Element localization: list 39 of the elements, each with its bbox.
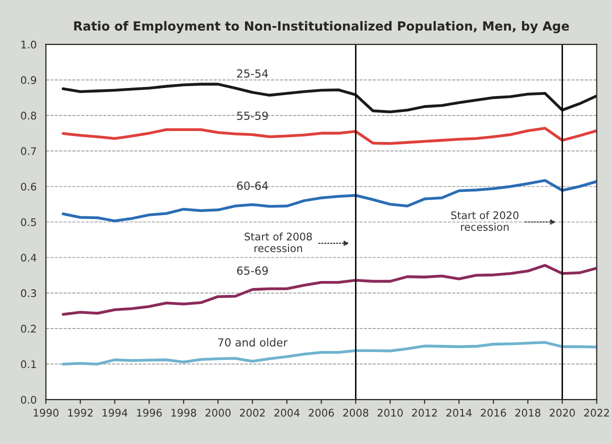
y-tick-label: 0.1: [20, 360, 36, 368]
series-label: 25-54: [237, 69, 268, 78]
y-tick-label: 0.2: [20, 324, 36, 333]
y-tick-label: 0.8: [20, 112, 36, 120]
y-tick-label: 1.0: [21, 40, 36, 49]
line-series: [62, 179, 597, 222]
x-tick-label: 2010: [378, 408, 403, 417]
x-tick-label: 2020: [550, 408, 575, 417]
x-tick-label: 1992: [68, 408, 93, 417]
y-tick-label: 0.4: [20, 254, 36, 262]
x-tick-label: 2016: [480, 408, 506, 417]
y-tick-label: 0.9: [20, 76, 36, 84]
series-label: 65-69: [237, 266, 268, 275]
y-tick-label: 0.3: [20, 289, 36, 298]
y-tick-label: 0.5: [20, 218, 36, 226]
series-label: 60-64: [237, 182, 268, 190]
x-tick-label: 2000: [206, 408, 231, 417]
x-tick-label: 1994: [102, 408, 128, 417]
x-tick-label: 1998: [171, 408, 196, 417]
x-tick-label: 2012: [412, 408, 437, 417]
x-tick-label: 1996: [137, 408, 162, 417]
x-tick-label: 2004: [274, 408, 300, 417]
x-tick-label: 2006: [308, 408, 334, 417]
ref-line-label: Start of 2008 recession: [244, 232, 312, 252]
x-tick-label: 2002: [240, 408, 265, 417]
line-series: [62, 126, 597, 145]
line-series: [62, 264, 597, 316]
ref-line-label: Start of 2020 recession: [451, 211, 518, 231]
series-label: 55-59: [237, 112, 268, 120]
y-tick-label: 0.7: [20, 147, 36, 156]
chart-title: Ratio of Employment to Non-Institutionalized Population, Men, by Age: [74, 21, 569, 34]
x-tick-label: 1990: [34, 408, 58, 417]
y-tick-label: 0.6: [20, 182, 36, 191]
series-label: 70 and older: [218, 338, 288, 347]
x-tick-label: 2014: [446, 408, 472, 417]
x-tick-label: 2008: [343, 408, 368, 417]
x-tick-label: 2022: [584, 408, 609, 417]
y-tick-label: 0.0: [20, 396, 36, 404]
x-tick-label: 2018: [515, 408, 540, 417]
